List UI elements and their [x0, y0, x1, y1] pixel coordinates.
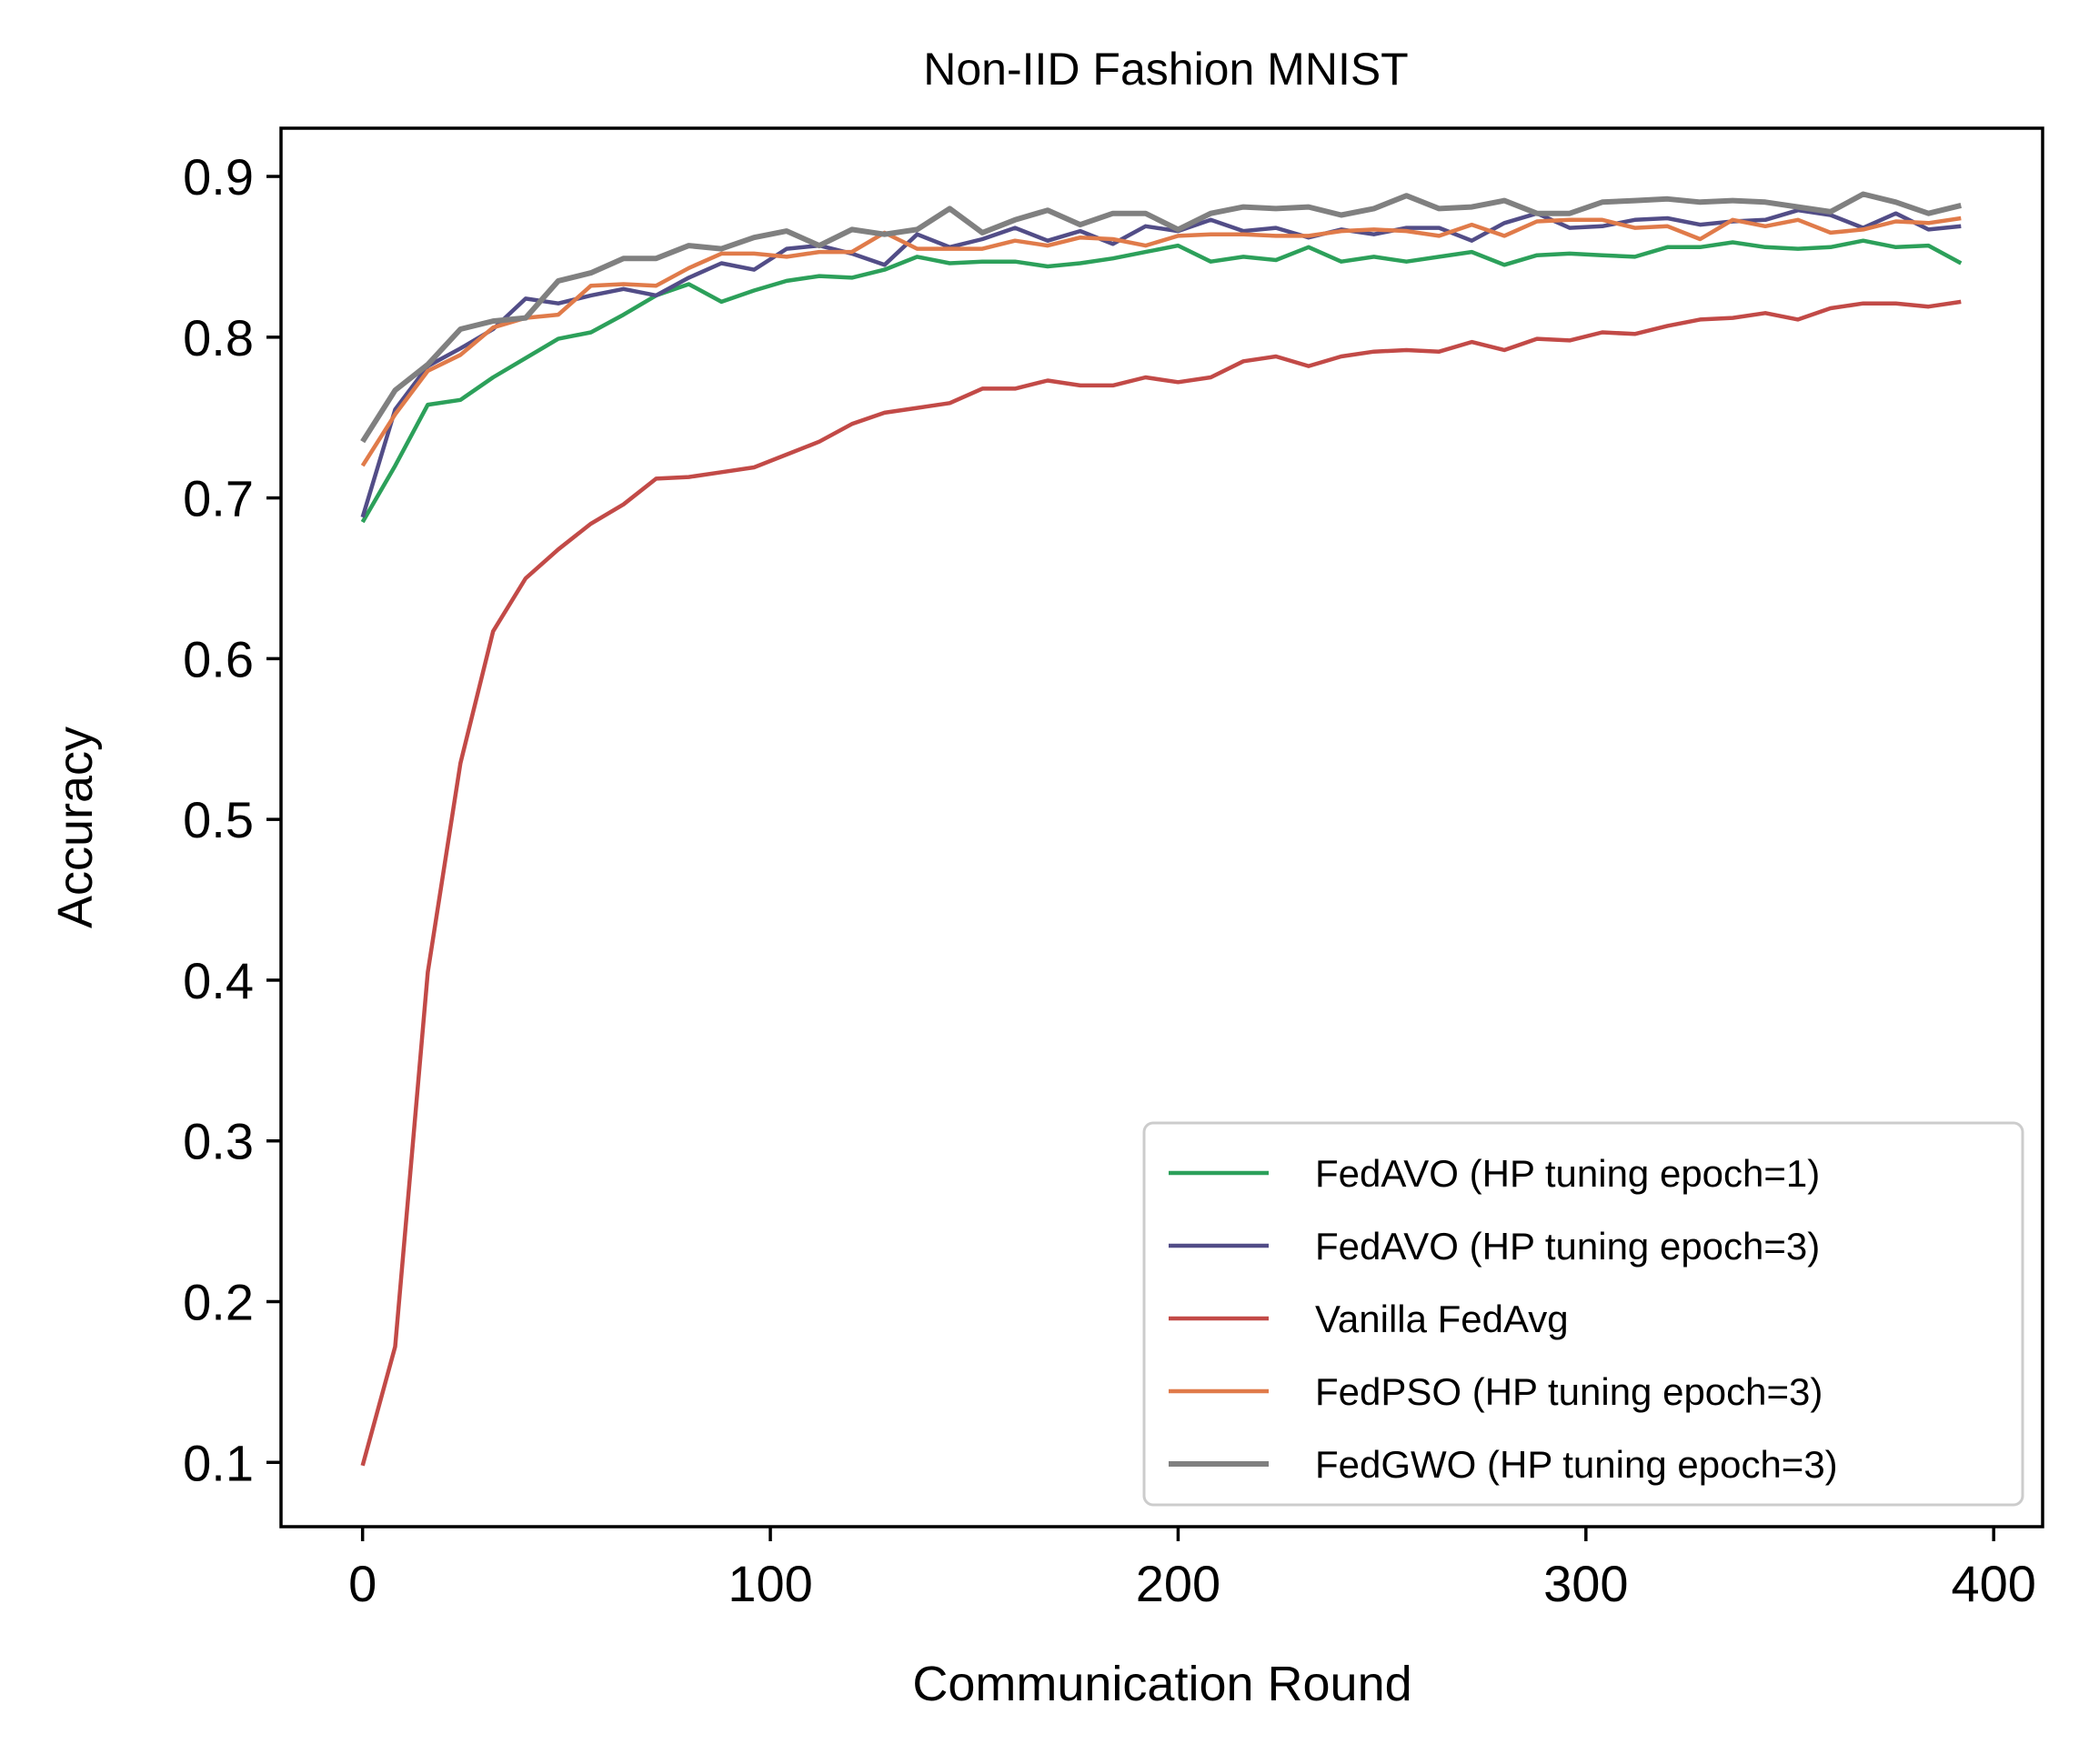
y-tick-label: 0.4 [183, 952, 254, 1009]
series-layer [360, 191, 1963, 1467]
y-tick-label: 0.2 [183, 1274, 254, 1331]
series-line-4 [360, 215, 1962, 467]
legend-label-4: FedPSO (HP tuning epoch=3) [1315, 1370, 1823, 1413]
x-tick-label: 200 [1136, 1555, 1220, 1612]
x-tick-label: 0 [348, 1555, 377, 1612]
x-tick-label: 100 [728, 1555, 812, 1612]
chart-title: Non-IID Fashion MNIST [923, 44, 1408, 95]
x-axis-label: Communication Round [912, 1657, 1411, 1711]
plot-frame [279, 126, 2044, 1528]
series-line-5 [360, 191, 1963, 444]
legend-label-3: Vanilla FedAvg [1315, 1298, 1569, 1340]
plot-area [279, 126, 2044, 1528]
x-axis: 0 100 200 300 400 [348, 1527, 2036, 1612]
y-tick-label: 0.9 [183, 148, 254, 205]
series-line-1 [360, 238, 1963, 524]
legend-box [1142, 1121, 2024, 1507]
y-tick-label: 0.7 [183, 470, 254, 527]
series-line-3 [360, 299, 1962, 1467]
legend: FedAVO (HP tuning epoch=1) FedAVO (HP tun… [1142, 1121, 2024, 1507]
legend-label-1: FedAVO (HP tuning epoch=1) [1315, 1152, 1820, 1195]
y-tick-label: 0.3 [183, 1113, 254, 1170]
series-line-2 [360, 207, 1962, 518]
y-axis: 0.1 0.2 0.3 0.4 0.5 0.6 0.7 0.8 0.9 [183, 148, 281, 1491]
y-tick-label: 0.8 [183, 309, 254, 366]
x-tick-label: 400 [1951, 1555, 2035, 1612]
y-axis-label: Accuracy [48, 727, 103, 928]
legend-label-2: FedAVO (HP tuning epoch=3) [1315, 1225, 1820, 1268]
y-tick-label: 0.1 [183, 1434, 254, 1491]
legend-label-5: FedGWO (HP tuning epoch=3) [1315, 1443, 1838, 1486]
x-tick-label: 300 [1543, 1555, 1628, 1612]
y-tick-label: 0.5 [183, 791, 254, 848]
y-tick-label: 0.6 [183, 630, 254, 687]
